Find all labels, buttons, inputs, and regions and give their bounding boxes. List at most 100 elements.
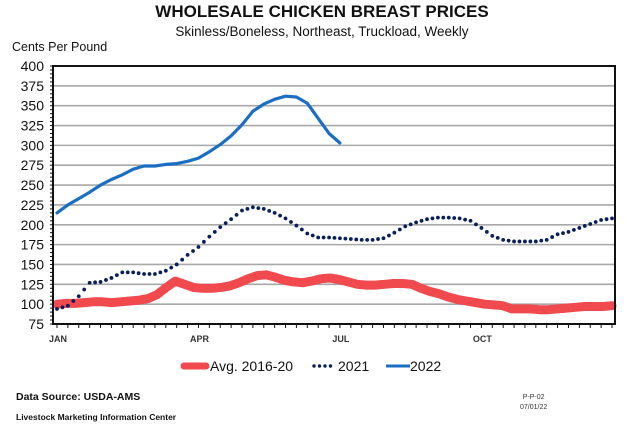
data-point-2021 <box>501 237 506 242</box>
data-point-2021 <box>185 253 190 257</box>
data-point-2021 <box>289 220 293 224</box>
y-tick-label: 250 <box>21 177 45 193</box>
data-point-2021 <box>479 226 484 230</box>
x-tick-label: JUL <box>332 334 350 344</box>
legend-label-avg-2016-20: Avg. 2016-20 <box>210 358 293 374</box>
y-tick-label: 350 <box>21 98 45 114</box>
y-tick-label: 75 <box>28 316 44 332</box>
data-point-2021 <box>327 235 331 240</box>
plot-frame <box>50 65 616 328</box>
y-tick-label: 225 <box>21 197 45 213</box>
data-point-2021 <box>250 205 255 210</box>
data-point-2021 <box>566 230 571 234</box>
data-point-2021 <box>599 218 604 222</box>
plot-border <box>52 65 616 325</box>
data-point-2021 <box>539 238 544 243</box>
data-point-2021 <box>517 239 522 244</box>
data-point-2021 <box>202 239 206 244</box>
data-point-2021 <box>305 231 310 236</box>
data-point-2021 <box>98 280 103 284</box>
x-tick-label: OCT <box>473 334 493 344</box>
data-point-2021 <box>582 224 587 228</box>
data-point-2021 <box>506 238 511 243</box>
data-point-2021 <box>125 270 130 275</box>
data-point-2021 <box>397 227 402 232</box>
data-point-2021 <box>370 237 375 242</box>
data-point-2021 <box>338 236 342 241</box>
series-line-avg-2016-20 <box>52 270 617 315</box>
chart-date: 07/01/22 <box>520 404 548 411</box>
data-point-2021 <box>387 233 391 238</box>
data-point-2021 <box>441 215 446 220</box>
data-point-2021 <box>577 226 582 230</box>
data-point-2021 <box>109 276 114 280</box>
data-point-2021 <box>60 305 65 310</box>
data-point-2021 <box>131 270 136 275</box>
data-point-2021 <box>533 239 538 244</box>
data-point-2021 <box>104 278 108 282</box>
data-point-2021 <box>321 235 326 240</box>
data-point-2021 <box>93 280 97 285</box>
data-point-2021 <box>392 230 397 235</box>
data-point-2021 <box>147 272 152 276</box>
data-point-2021 <box>490 233 495 238</box>
data-point-2021 <box>82 287 87 292</box>
data-point-2021 <box>169 265 174 270</box>
data-point-2021 <box>191 249 195 253</box>
data-point-2021 <box>234 212 239 217</box>
data-point-2021 <box>174 262 179 267</box>
data-point-2021 <box>550 235 555 239</box>
data-point-2021 <box>474 222 478 227</box>
legend-swatch-2021 <box>328 364 333 368</box>
y-tick-label: 200 <box>21 217 45 233</box>
series-line-2022 <box>55 94 342 215</box>
data-point-2021 <box>588 222 593 226</box>
y-tick-label: 300 <box>21 137 45 153</box>
data-point-2021 <box>555 232 560 237</box>
data-point-2021 <box>180 257 185 262</box>
chart-id: P-P-02 <box>522 394 545 401</box>
data-point-2021 <box>561 231 565 236</box>
legend-label-2022: 2022 <box>410 358 441 374</box>
series-avg-2016-20 <box>52 270 617 315</box>
data-point-2021 <box>528 239 533 244</box>
data-point-2021 <box>348 237 353 241</box>
data-point-2021 <box>430 216 435 221</box>
data-point-2021 <box>610 216 614 221</box>
x-tick-label: APR <box>190 334 210 344</box>
chart-subtitle: Skinless/Boneless, Northeast, Truckload,… <box>175 24 469 39</box>
data-point-2021 <box>403 224 408 229</box>
data-point-2021 <box>316 235 321 240</box>
data-point-2021 <box>332 235 337 240</box>
data-point-2021 <box>468 218 473 223</box>
y-tick-labels: 75 100 125 150 175 200 225 250 275 300 325 350 375 40… <box>21 58 45 332</box>
data-point-2021 <box>71 299 76 303</box>
x-tick-label: JAN <box>49 334 67 344</box>
data-point-2021 <box>223 221 228 226</box>
data-point-2021 <box>196 245 201 249</box>
y-tick-label: 100 <box>21 296 45 312</box>
data-point-2021 <box>484 230 489 234</box>
y-tick-label: 325 <box>21 118 45 134</box>
chart-code: P-P-02 07/01/22 <box>520 393 547 413</box>
legend-label-2021: 2021 <box>338 358 369 374</box>
data-point-2021 <box>229 217 234 222</box>
data-point-2021 <box>261 206 266 211</box>
data-point-2021 <box>572 228 576 232</box>
data-point-2021 <box>354 237 359 242</box>
data-point-2021 <box>604 217 609 222</box>
data-point-2021 <box>457 216 462 221</box>
data-point-2021 <box>299 227 304 232</box>
legend: Avg. 2016-20 2021 2022 <box>180 358 441 374</box>
data-point-2021 <box>414 220 419 225</box>
data-point-2021 <box>452 216 457 220</box>
data-point-2021 <box>435 215 440 220</box>
data-point-2021 <box>381 236 386 241</box>
data-point-2021 <box>419 218 424 223</box>
data-point-2021 <box>76 294 81 299</box>
y-tick-label: 275 <box>21 157 45 173</box>
chart-title: WHOLESALE CHICKEN BREAST PRICES <box>155 2 489 21</box>
data-point-2021 <box>593 220 598 224</box>
data-point-2021 <box>446 215 451 220</box>
